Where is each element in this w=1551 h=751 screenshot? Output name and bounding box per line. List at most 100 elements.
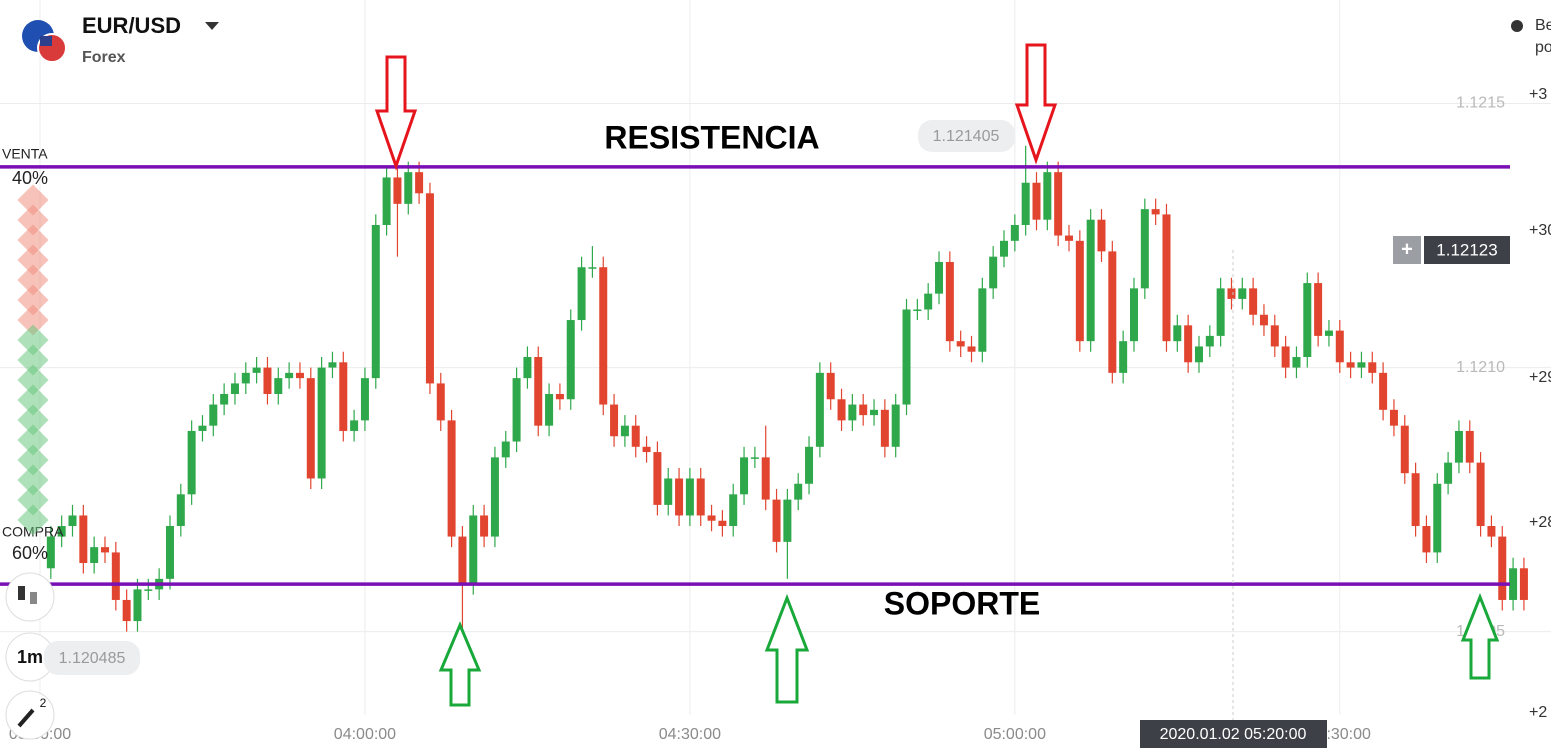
sentiment-diamond — [17, 364, 49, 396]
symbol[interactable]: EUR/USD — [82, 13, 181, 38]
candle-body — [1292, 357, 1301, 368]
candle-body — [501, 441, 510, 458]
arrow-up — [1460, 592, 1500, 680]
right-scale-label: +28 — [1529, 514, 1551, 531]
candle-body — [371, 224, 380, 379]
y-tick-label: 1.1215 — [1456, 95, 1505, 112]
candle-body — [339, 362, 348, 431]
arrows — [374, 43, 1500, 707]
candle-body — [1444, 462, 1453, 484]
x-tick-label: 05:00:00 — [984, 726, 1046, 743]
candle-body — [555, 393, 564, 400]
candle-body — [1043, 172, 1052, 220]
candle-body — [1075, 240, 1084, 342]
candle-body — [122, 599, 131, 622]
candle-body — [653, 452, 662, 505]
levels: RESISTENCIA SOPORTE — [0, 119, 1510, 622]
candle-body — [1238, 288, 1247, 299]
candle-body — [664, 478, 673, 505]
candle-body — [230, 383, 239, 394]
sentiment-diamond — [17, 384, 49, 416]
candle-body — [967, 346, 976, 352]
candle-body — [1194, 346, 1203, 363]
candle-body — [566, 320, 575, 400]
candle-body — [220, 393, 229, 405]
sentiment-diamond — [17, 424, 49, 456]
candle-body — [1476, 462, 1485, 527]
candle-body — [111, 552, 120, 600]
add-alert[interactable] — [1393, 236, 1421, 264]
candle-body — [1064, 235, 1073, 241]
candle-body — [588, 267, 597, 269]
flag-us-canton — [40, 36, 52, 46]
candle-body — [880, 409, 889, 447]
candle-body — [859, 404, 868, 416]
sentiment-diamond — [17, 464, 49, 496]
help-icon[interactable] — [1511, 20, 1523, 32]
candle-body — [436, 383, 445, 421]
candle-body — [1205, 335, 1214, 347]
y-tick-label: 1.1210 — [1456, 359, 1505, 376]
current-price: 1.12123 — [1436, 240, 1497, 259]
candle-body — [252, 367, 261, 373]
add-alert-plus: + — [1401, 238, 1413, 260]
candle-body — [750, 457, 759, 459]
right-scale-label: +3 — [1529, 86, 1547, 103]
candle-body — [187, 430, 196, 495]
candle-body — [306, 378, 315, 479]
candle-body — [1032, 182, 1041, 220]
candle-body — [317, 367, 326, 479]
low-label: 1.120485 — [59, 650, 126, 667]
candle-body — [360, 378, 369, 421]
header: EUR/USD Forex Be po — [22, 13, 1551, 66]
sentiment-diamond — [17, 204, 49, 236]
candle-body — [1314, 283, 1323, 336]
sentiment-diamond — [17, 404, 49, 436]
candle-body — [1303, 283, 1312, 358]
x-tick-label: 04:30:00 — [659, 726, 721, 743]
candle-body — [545, 393, 554, 426]
timeframe: 1m — [17, 647, 43, 667]
candle-body — [241, 372, 250, 384]
candle-body — [620, 425, 629, 437]
candle-body — [805, 446, 814, 484]
candle-body — [1227, 288, 1236, 299]
candle-body — [1086, 219, 1095, 342]
market: Forex — [82, 49, 126, 66]
candle-body — [1422, 526, 1431, 553]
sentiment-diamond — [17, 224, 49, 256]
help-text: Be — [1535, 17, 1551, 34]
candles — [46, 145, 1528, 632]
symbol-dropdown[interactable] — [205, 22, 219, 30]
candle-body — [1054, 172, 1063, 236]
candle-body — [404, 172, 413, 204]
candle-body — [490, 457, 499, 537]
candle-body — [1346, 362, 1355, 368]
sentiment-diamond — [17, 344, 49, 376]
high-label: 1.121405 — [933, 128, 1000, 145]
candle-body — [696, 478, 705, 516]
candle-body — [729, 494, 738, 527]
arrow-up — [764, 593, 810, 704]
candle-body — [415, 172, 424, 194]
icon — [17, 708, 35, 728]
arrow-down — [1014, 43, 1058, 165]
candle-body — [447, 420, 456, 537]
candle-body — [1509, 568, 1518, 600]
candle-body — [209, 404, 218, 426]
candle-body — [675, 478, 684, 516]
candle-body — [1411, 473, 1420, 527]
candle-body — [1498, 536, 1507, 600]
arrow-down — [374, 55, 418, 171]
candle-body — [534, 357, 543, 426]
candle-body — [913, 309, 922, 311]
candle-body — [176, 494, 185, 527]
candle-body — [891, 404, 900, 447]
price-labels: 1.121405 1.120485 + 1.12123 2020.01.02 0… — [44, 120, 1510, 748]
right-scale-label: +30 — [1529, 222, 1551, 239]
candle-body — [1519, 568, 1528, 600]
right-scale: +3 +30 +29 +28 +2 — [1529, 86, 1551, 721]
crosshair-pill — [1140, 720, 1327, 748]
